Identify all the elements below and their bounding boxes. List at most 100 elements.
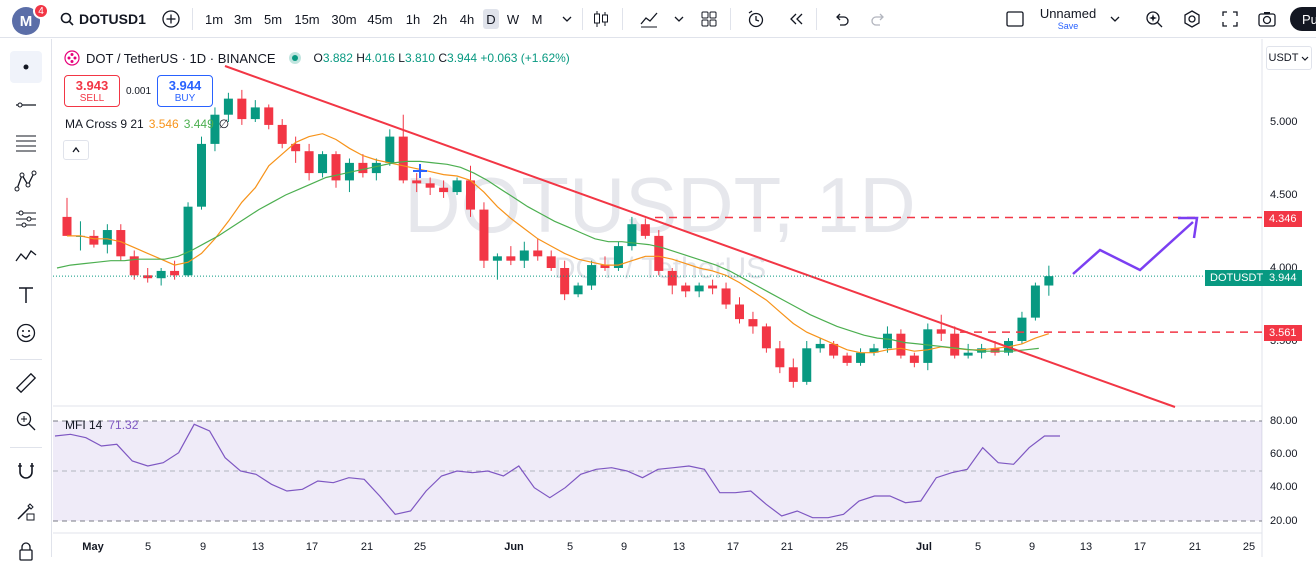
level-tag-lower[interactable]: 3.561	[1264, 325, 1302, 341]
candle-body	[896, 333, 906, 356]
lock-draw-tool[interactable]	[10, 495, 42, 527]
chart-type-button[interactable]	[590, 8, 612, 30]
mfi-label: MFI 14	[65, 418, 103, 432]
candle-body	[479, 209, 489, 261]
interval-dropdown[interactable]	[556, 8, 578, 30]
magnet-tool[interactable]	[10, 455, 42, 487]
cursor-tool[interactable]	[10, 51, 42, 83]
screenshot-button[interactable]	[1256, 8, 1278, 30]
ohlc-high: 4.016	[364, 51, 395, 65]
ma-fast-line	[67, 133, 1049, 354]
ohlc-values: O3.882 H4.016 L3.810 C3.944 +0.063 (+1.6…	[314, 51, 570, 65]
sell-button[interactable]: 3.943 SELL	[64, 75, 120, 107]
emoji-tool[interactable]	[10, 317, 42, 349]
separator	[10, 359, 42, 360]
candle-body	[882, 333, 892, 349]
candle-body	[667, 270, 677, 286]
chevron-down-icon	[674, 16, 684, 22]
x-axis-label: 25	[414, 541, 426, 553]
candle-body	[815, 343, 825, 349]
settings-button[interactable]	[1181, 8, 1203, 30]
fib-tool[interactable]	[10, 127, 42, 159]
interval-D[interactable]: D	[483, 9, 499, 29]
level-tag-upper[interactable]: 4.346	[1264, 211, 1302, 227]
layout-name: Unnamed	[1039, 6, 1097, 21]
candle-body	[519, 250, 529, 261]
interval-45m[interactable]: 45m	[367, 11, 393, 27]
add-symbol-button[interactable]	[160, 8, 182, 30]
interval-W[interactable]: W	[506, 11, 520, 27]
indicators-button[interactable]	[638, 8, 660, 30]
price-label-5000: 5.000	[1270, 116, 1298, 128]
ohlc-o-label: O	[313, 51, 323, 65]
alert-button[interactable]	[745, 8, 767, 30]
candle-body	[156, 270, 166, 279]
replay-button[interactable]	[785, 8, 807, 30]
interval-1m[interactable]: 1m	[204, 11, 224, 27]
interval-30m[interactable]: 30m	[331, 11, 357, 27]
lines-icon	[16, 135, 36, 152]
candle-body	[909, 355, 919, 363]
publish-button[interactable]: Pu	[1290, 7, 1316, 31]
pattern-tool[interactable]	[10, 165, 42, 197]
interval-5m[interactable]: 5m	[263, 11, 283, 27]
trendline-tool[interactable]	[10, 89, 42, 121]
indicators-dropdown[interactable]	[668, 8, 690, 30]
save-label[interactable]: Save	[1057, 21, 1079, 31]
forecast-path[interactable]	[1072, 221, 1194, 275]
candle-body	[600, 265, 610, 268]
x-axis-label: 13	[1080, 541, 1092, 553]
spread-value: 0.001	[126, 86, 152, 97]
interval-3m[interactable]: 3m	[233, 11, 253, 27]
text-tool[interactable]	[10, 279, 42, 311]
mfi-axis-60: 60.00	[1270, 448, 1298, 460]
candle-body	[1017, 317, 1027, 341]
forecast-tool[interactable]	[10, 203, 42, 235]
symbol-search-button[interactable]: DOTUSD1	[60, 8, 146, 30]
brush-tool[interactable]	[10, 241, 42, 273]
interval-15m[interactable]: 15m	[294, 11, 320, 27]
line-icon	[16, 102, 36, 108]
chevron-down-icon	[1302, 56, 1309, 61]
ma-cross-legend[interactable]: MA Cross 9 21 3.546 3.449 ∅	[65, 117, 229, 131]
ma-cross-label: MA Cross 9 21	[65, 117, 144, 131]
mfi-axis-20: 20.00	[1270, 515, 1298, 527]
interval-4h[interactable]: 4h	[459, 11, 475, 27]
collapse-legend-button[interactable]	[63, 140, 89, 160]
redo-button[interactable]	[868, 8, 890, 30]
mfi-legend[interactable]: MFI 14 71.32	[65, 418, 138, 432]
rewind-icon	[790, 13, 803, 25]
trendline[interactable]	[224, 65, 1176, 408]
zoom-tool[interactable]	[10, 405, 42, 437]
candle-body	[802, 348, 812, 382]
candle-body	[89, 235, 99, 245]
candle-body	[277, 124, 287, 144]
undo-button[interactable]	[830, 8, 852, 30]
x-axis-label: 9	[621, 541, 627, 553]
candle-body	[546, 256, 556, 268]
price-label-4500: 4.500	[1270, 189, 1298, 201]
fullscreen-button[interactable]	[1219, 8, 1241, 30]
templates-button[interactable]	[698, 8, 720, 30]
candle-body	[223, 98, 233, 115]
interval-1h[interactable]: 1h	[405, 11, 421, 27]
interval-2h[interactable]: 2h	[432, 11, 448, 27]
candle-body	[102, 230, 112, 245]
crosshair-marker	[413, 164, 427, 178]
measure-tool[interactable]	[10, 367, 42, 399]
market-open-icon	[288, 52, 301, 64]
quick-search-button[interactable]	[1143, 8, 1165, 30]
ohlc-h-label: H	[356, 51, 365, 65]
candle-body	[963, 352, 973, 356]
buy-button[interactable]: 3.944 BUY	[157, 75, 213, 107]
ohlc-low: 3.810	[404, 51, 435, 65]
currency-selector[interactable]: USDT	[1266, 46, 1312, 70]
candle-body	[950, 333, 960, 356]
layout-name-button[interactable]: Unnamed Save	[1036, 6, 1100, 31]
layout-dropdown[interactable]	[1104, 8, 1126, 30]
interval-M[interactable]: M	[531, 11, 543, 27]
x-axis-label: 13	[252, 541, 264, 553]
symbol-title[interactable]: DOT / TetherUS · 1D · BINANCE	[86, 50, 276, 66]
layout-button[interactable]	[1004, 8, 1026, 30]
